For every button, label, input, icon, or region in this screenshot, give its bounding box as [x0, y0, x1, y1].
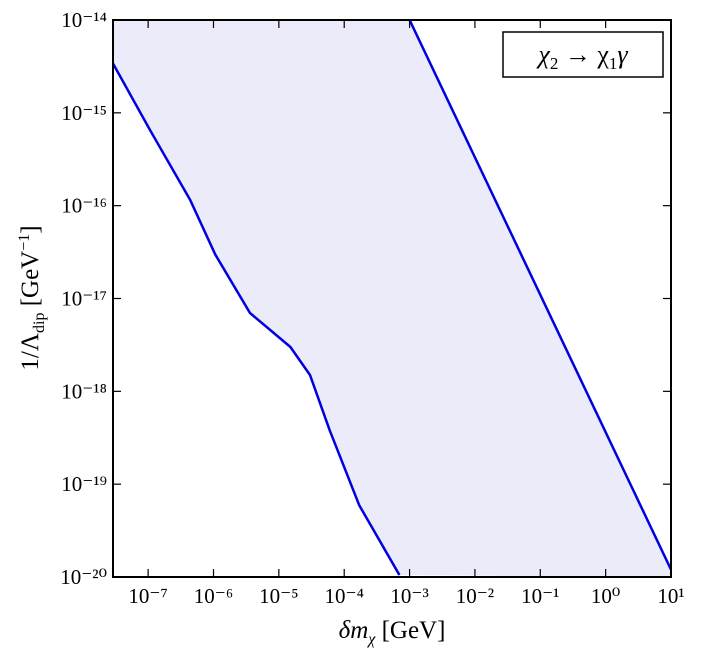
- x-tick-label: 10⁻⁶: [194, 584, 233, 608]
- x-tick-label: 10⁻⁵: [259, 584, 298, 608]
- x-tick-label: 10⁻⁴: [325, 584, 364, 608]
- y-label-part: [GeV: [17, 251, 44, 313]
- x-tick-label: 10¹: [657, 584, 684, 608]
- curve: [408, 20, 671, 571]
- x-tick-label: 10⁻⁷: [128, 584, 167, 608]
- annotation-box: [502, 31, 664, 78]
- annotation-part: 2: [550, 54, 559, 73]
- annotation-part: γ: [617, 40, 628, 69]
- shaded-region: [113, 20, 671, 577]
- y-tick-label: 10⁻¹⁵: [61, 101, 107, 125]
- y-tick-label: 10⁻¹⁷: [61, 287, 107, 311]
- y-tick-label: 10⁻¹⁸: [61, 379, 107, 403]
- y-tick-label: 10⁻¹⁹: [61, 472, 107, 496]
- y-tick-label: 10⁻¹⁴: [61, 8, 107, 32]
- y-label-part: dip: [31, 313, 48, 333]
- annotation-part: 1: [609, 54, 618, 73]
- annotation-part: χ: [535, 40, 550, 69]
- x-tick-label: 10⁰: [591, 584, 620, 608]
- x-tick-label: 10⁻¹: [521, 584, 559, 608]
- x-label-part: [GeV]: [375, 617, 445, 644]
- x-label-part: δm: [339, 617, 369, 644]
- plot-frame: [112, 19, 672, 578]
- annotation-part: → χ: [558, 40, 609, 69]
- annotation: χ2 → χ1γ: [535, 40, 628, 73]
- x-tick-label: 10⁻²: [456, 584, 494, 608]
- y-label-part: −1: [16, 234, 33, 251]
- y-label-part: ]: [17, 225, 44, 233]
- curve: [113, 62, 401, 576]
- y-label-part: 1/Λ: [17, 333, 44, 371]
- y-tick-label: 10⁻¹⁶: [61, 194, 107, 218]
- y-tick-label: 10⁻²⁰: [60, 565, 107, 589]
- x-tick-label: 10⁻³: [390, 584, 428, 608]
- x-label-part: χ: [366, 631, 376, 648]
- x-axis-label: δmχ [GeV]: [339, 617, 446, 648]
- y-axis-label: 1/Λdip [GeV−1]: [16, 225, 48, 370]
